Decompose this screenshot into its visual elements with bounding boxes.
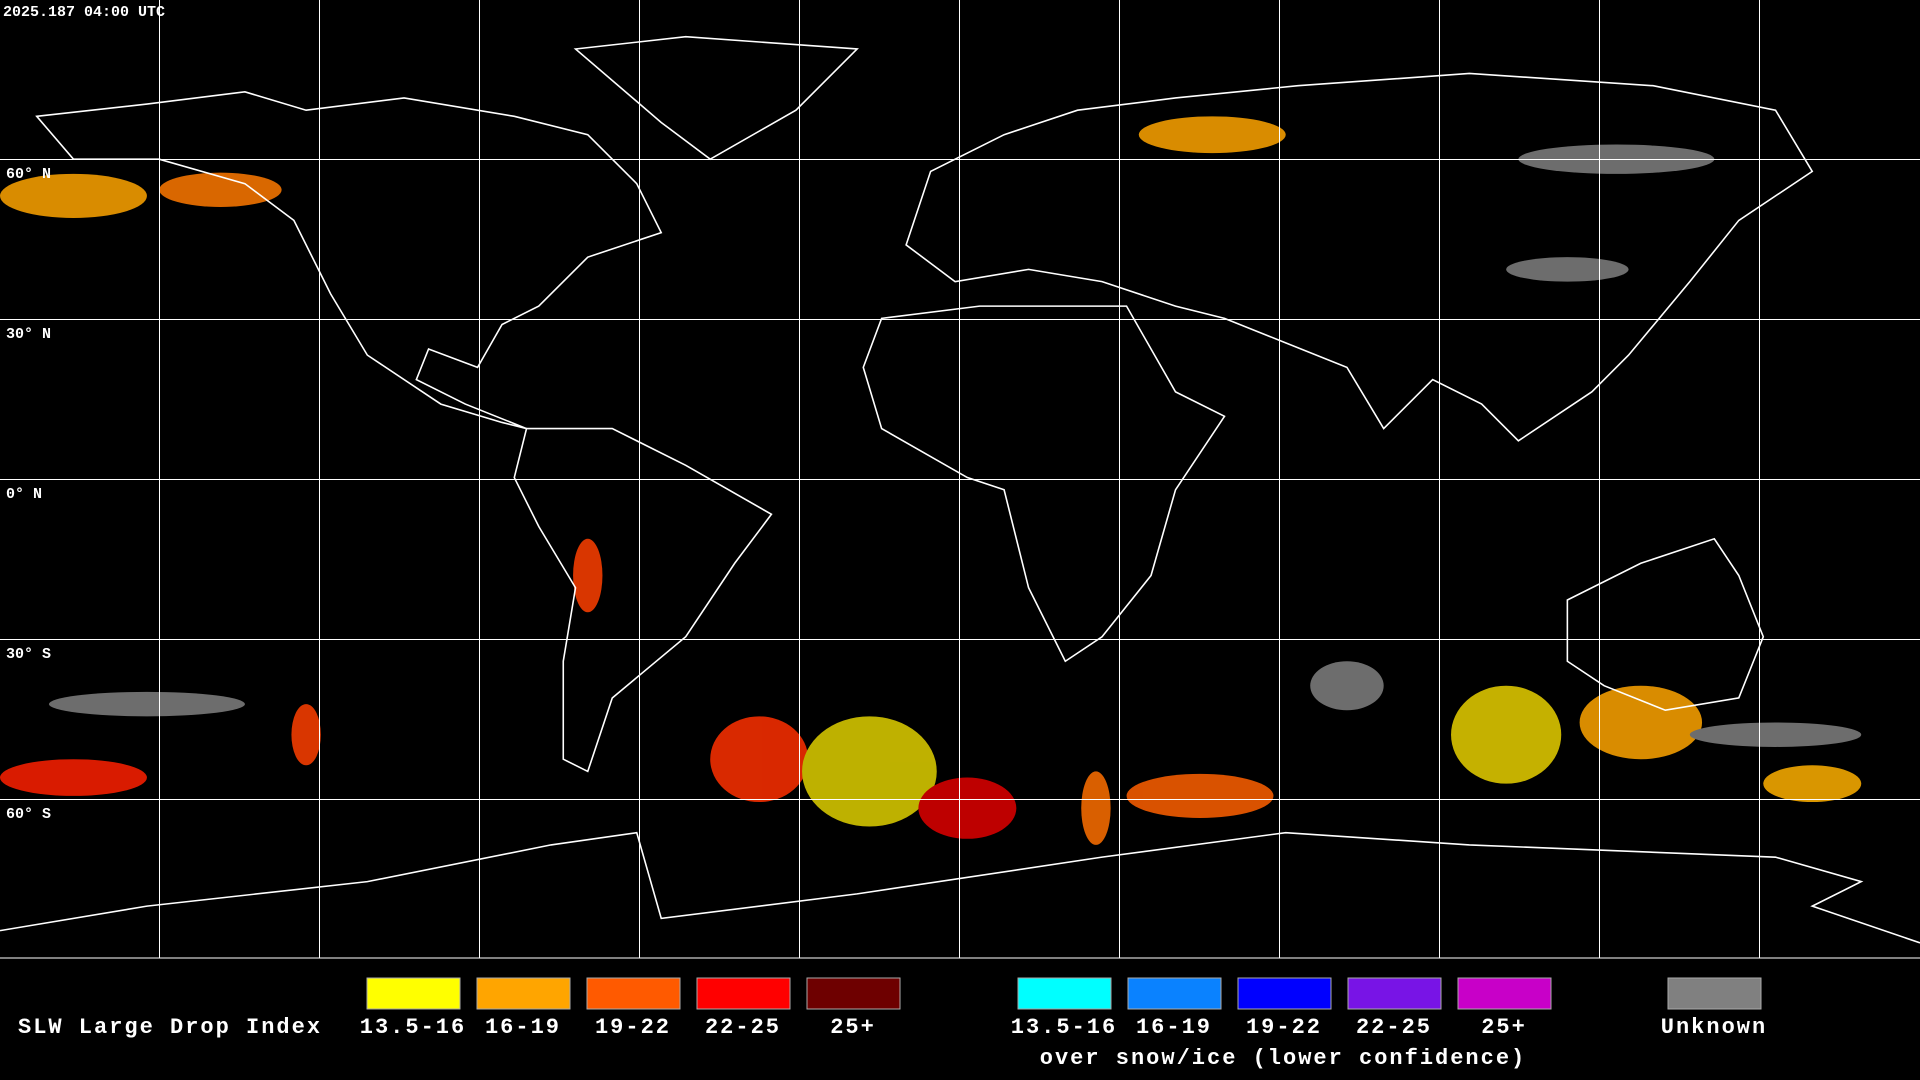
coastline [0,831,1920,944]
cloud [1763,765,1862,803]
latitude-label: 60° S [6,806,51,823]
legend-swatch [1457,977,1552,1010]
cloud-areas [0,116,1862,845]
coastline [513,427,773,773]
legend-subtitle: over snow/ice (lower confidence) [1040,1046,1526,1071]
legend-label: 22-25 [705,1015,781,1040]
legend-label: Unknown [1661,1015,1767,1040]
coastline [1566,537,1765,712]
legend-label: 22-25 [1356,1015,1432,1040]
cloud [1126,773,1274,818]
legend-label: 25+ [1481,1015,1527,1040]
graticule [0,0,1920,958]
coastlines [0,35,1920,944]
cloud [1310,661,1384,711]
legend-label: 13.5-16 [1011,1015,1117,1040]
cloud [0,173,147,218]
cloud [1138,116,1286,154]
cloud [710,716,809,803]
latitude-label: 60° N [6,166,51,183]
legend-panel [0,958,1920,1080]
latitude-label: 30° S [6,646,51,663]
timestamp: 2025.187 04:00 UTC [3,4,165,21]
legend-title: SLW Large Drop Index [18,1015,322,1040]
coastline [862,305,1226,663]
legend-label: 13.5-16 [360,1015,466,1040]
legend-swatch [696,977,791,1010]
legend-label: 19-22 [595,1015,671,1040]
legend-swatch [806,977,901,1010]
legend-swatch [1667,977,1762,1010]
legend-swatch [1347,977,1442,1010]
legend-swatch [1237,977,1332,1010]
legend-swatch [476,977,571,1010]
cloud [0,759,147,796]
legend-swatch [1017,977,1112,1010]
legend-swatch [366,977,461,1010]
legend-label: 25+ [830,1015,876,1040]
legend-label: 16-19 [485,1015,561,1040]
latitude-label: 0° N [6,486,42,503]
cloud [918,777,1017,839]
coastline [573,35,859,161]
cloud [573,538,603,613]
cloud [48,691,245,717]
coastline [35,91,663,430]
cloud [1579,685,1703,760]
cloud [1081,771,1111,845]
legend-swatch [586,977,681,1010]
coastline [905,72,1814,442]
cloud [1451,685,1562,784]
map-layer [0,35,1920,944]
legend-label: 19-22 [1246,1015,1322,1040]
cloud [1506,257,1629,282]
legend-label: 16-19 [1136,1015,1212,1040]
legend-swatch [1127,977,1222,1010]
cloud [159,172,282,207]
cloud [291,704,321,766]
latitude-label: 30° N [6,326,51,343]
cloud [802,716,937,827]
cloud [1689,722,1862,747]
